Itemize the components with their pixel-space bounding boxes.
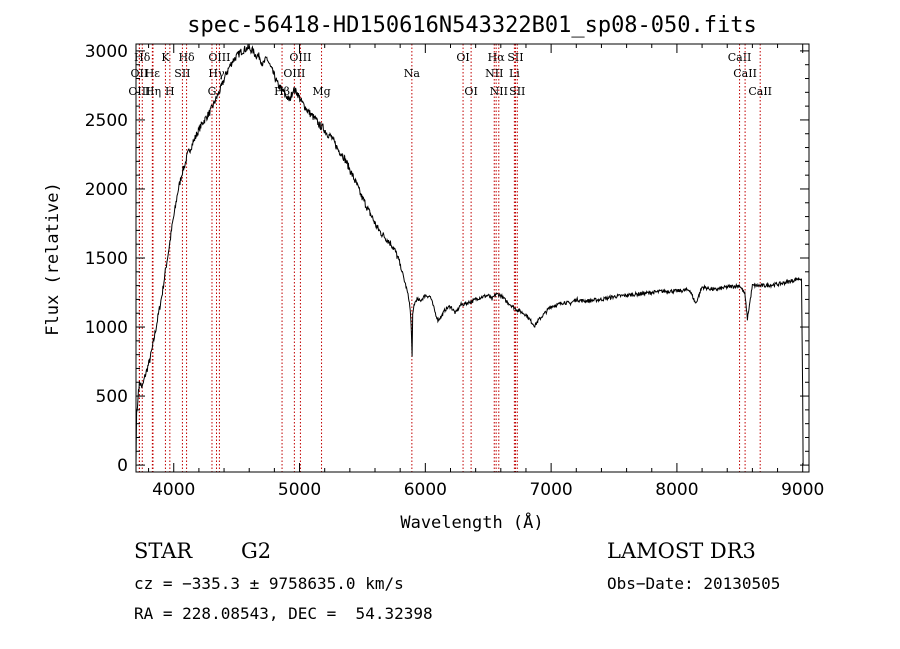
line-label-24: SII — [509, 85, 525, 98]
y-tick-label-2: 1000 — [85, 318, 128, 338]
y-tick-label-6: 3000 — [85, 42, 128, 62]
y-axis-ticks: 0 500 1000 1500 2000 2500 3000 — [85, 42, 809, 476]
x-axis-ticks: 4000 5000 6000 7000 8000 9000 — [148, 44, 824, 500]
y-tick-label-3: 1500 — [85, 249, 128, 269]
line-label-7: SII — [174, 67, 190, 80]
line-label-6: Hη — [145, 85, 161, 98]
x-tick-label-0: 4000 — [152, 480, 195, 500]
x-tick-label-4: 8000 — [655, 480, 698, 500]
line-label-22: SII — [507, 51, 523, 64]
redshift-readout: cz = −335.3 ± 9758635.0 km/s — [134, 574, 404, 593]
y-tick-label-0: 0 — [117, 456, 128, 476]
line-label-23: Li — [509, 67, 520, 80]
line-label-4: H — [165, 85, 175, 98]
survey-name: LAMOST DR3 — [607, 539, 756, 563]
y-tick-label-1: 500 — [96, 387, 128, 407]
line-label-8: Hδ — [178, 51, 195, 64]
y-tick-label-5: 2500 — [85, 111, 128, 131]
line-label-0: Hδ — [134, 51, 151, 64]
line-label-17: OI — [456, 51, 469, 64]
line-label-25: CaII — [728, 51, 752, 64]
y-tick-label-4: 2000 — [85, 180, 128, 200]
line-label-19: Hα — [488, 51, 506, 64]
line-label-3: K — [161, 51, 170, 64]
object-class: STAR — [134, 539, 193, 563]
line-label-14: OIII — [289, 51, 311, 64]
line-label-20: NII — [485, 67, 503, 80]
x-tick-label-2: 6000 — [404, 480, 447, 500]
x-tick-label-5: 9000 — [781, 480, 824, 500]
x-axis-label: Wavelength (Å) — [400, 511, 543, 533]
line-label-26: CaII — [733, 67, 757, 80]
line-label-2: OIII — [128, 85, 150, 98]
x-tick-label-1: 5000 — [278, 480, 321, 500]
coordinates: RA = 228.08543, DEC = 54.32398 — [134, 604, 433, 623]
x-tick-label-3: 7000 — [529, 480, 572, 500]
line-label-11: G — [208, 85, 217, 98]
plot-frame — [135, 43, 810, 473]
line-label-16: Na — [404, 67, 421, 80]
chart-title: spec-56418-HD150616N543322B01_sp08-050.f… — [187, 13, 757, 38]
obs-date: Obs−Date: 20130505 — [607, 574, 781, 593]
spectral-subclass: G2 — [241, 539, 272, 563]
line-label-9: OIII — [208, 51, 230, 64]
line-label-21: NII — [490, 85, 508, 98]
line-label-13: OIII — [283, 67, 305, 80]
line-label-15: Mg — [312, 85, 330, 98]
line-label-18: OI — [464, 85, 477, 98]
line-label-10: Hγ — [208, 67, 225, 80]
line-label-27: CaII — [748, 85, 772, 98]
flux-series-line — [135, 44, 804, 466]
y-axis-label: Flux (relative) — [43, 182, 63, 336]
